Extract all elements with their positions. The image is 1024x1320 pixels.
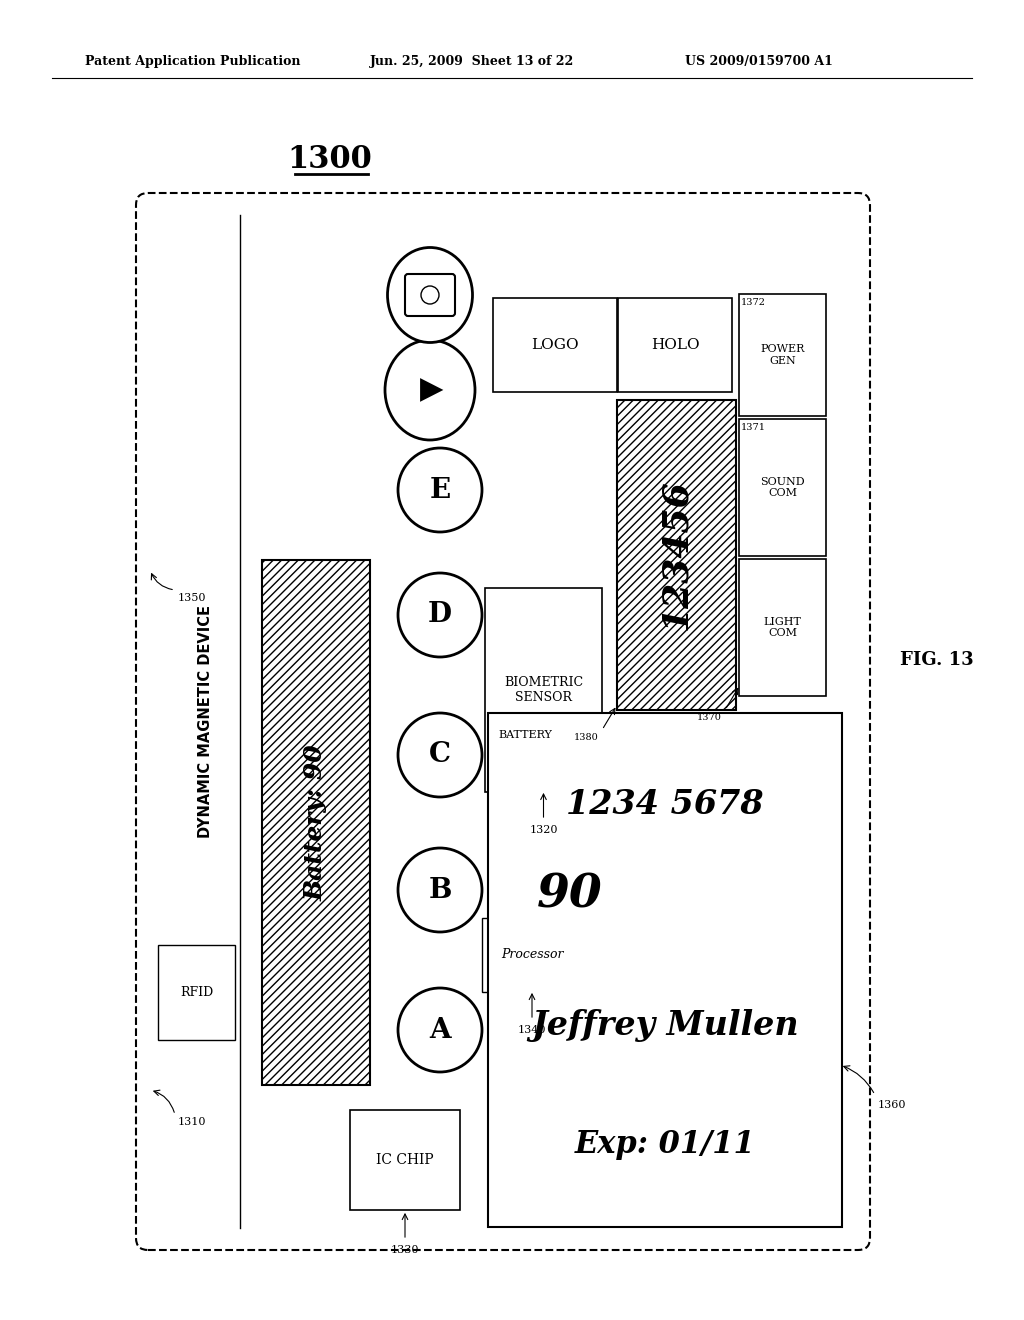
FancyBboxPatch shape — [158, 945, 234, 1040]
FancyBboxPatch shape — [262, 560, 370, 1085]
Text: LIGHT
COM: LIGHT COM — [764, 616, 802, 639]
Text: IC CHIP: IC CHIP — [376, 1152, 434, 1167]
FancyBboxPatch shape — [739, 294, 826, 416]
FancyBboxPatch shape — [493, 298, 617, 392]
Text: 1350: 1350 — [178, 593, 207, 603]
Circle shape — [398, 573, 482, 657]
FancyBboxPatch shape — [739, 558, 826, 696]
Circle shape — [398, 447, 482, 532]
FancyBboxPatch shape — [488, 713, 842, 1228]
Text: Jun. 25, 2009  Sheet 13 of 22: Jun. 25, 2009 Sheet 13 of 22 — [370, 55, 574, 69]
Text: 90: 90 — [538, 873, 603, 917]
Text: BIOMETRIC
SENSOR: BIOMETRIC SENSOR — [504, 676, 583, 704]
Circle shape — [398, 987, 482, 1072]
FancyBboxPatch shape — [618, 298, 732, 392]
Text: A: A — [429, 1016, 451, 1044]
Text: E: E — [429, 477, 451, 503]
Circle shape — [421, 286, 439, 304]
Text: Jeffrey Mullen: Jeffrey Mullen — [531, 1008, 799, 1041]
Text: C: C — [429, 742, 451, 768]
Text: 1340: 1340 — [518, 1026, 546, 1035]
FancyBboxPatch shape — [350, 1110, 460, 1210]
Text: Exp: 01/11: Exp: 01/11 — [574, 1130, 756, 1160]
FancyBboxPatch shape — [617, 400, 736, 710]
Text: 1380: 1380 — [574, 733, 599, 742]
Text: POWER
GEN: POWER GEN — [760, 345, 805, 366]
Text: 1360: 1360 — [878, 1100, 906, 1110]
FancyBboxPatch shape — [482, 917, 582, 993]
Text: US 2009/0159700 A1: US 2009/0159700 A1 — [685, 55, 833, 69]
Text: 1371: 1371 — [741, 422, 766, 432]
FancyBboxPatch shape — [485, 587, 602, 792]
FancyBboxPatch shape — [406, 275, 455, 315]
FancyBboxPatch shape — [739, 418, 826, 556]
Text: HOLO: HOLO — [650, 338, 699, 352]
Text: 1372: 1372 — [741, 298, 766, 308]
Text: B: B — [428, 876, 452, 903]
Text: Patent Application Publication: Patent Application Publication — [85, 55, 300, 69]
Circle shape — [398, 713, 482, 797]
Text: 1234 5678: 1234 5678 — [566, 788, 764, 821]
Circle shape — [398, 847, 482, 932]
Text: 1330: 1330 — [391, 1245, 419, 1255]
Text: 1320: 1320 — [529, 825, 558, 836]
Text: Battery: 90: Battery: 90 — [304, 744, 328, 900]
Text: 1370: 1370 — [697, 713, 722, 722]
Ellipse shape — [385, 341, 475, 440]
Text: Processor: Processor — [501, 949, 563, 961]
Text: D: D — [428, 602, 452, 628]
Text: 123456: 123456 — [659, 479, 693, 631]
FancyBboxPatch shape — [136, 193, 870, 1250]
Text: LOGO: LOGO — [531, 338, 579, 352]
Text: 1300: 1300 — [288, 144, 373, 176]
Text: FIG. 13: FIG. 13 — [900, 651, 974, 669]
Text: DYNAMIC MAGNETIC DEVICE: DYNAMIC MAGNETIC DEVICE — [198, 605, 213, 838]
Ellipse shape — [387, 248, 472, 342]
Text: ▶: ▶ — [420, 375, 443, 404]
Text: BATTERY: BATTERY — [498, 730, 552, 741]
Text: 1310: 1310 — [178, 1117, 207, 1127]
Text: RFID: RFID — [180, 986, 213, 999]
Text: SOUND
COM: SOUND COM — [760, 477, 805, 498]
